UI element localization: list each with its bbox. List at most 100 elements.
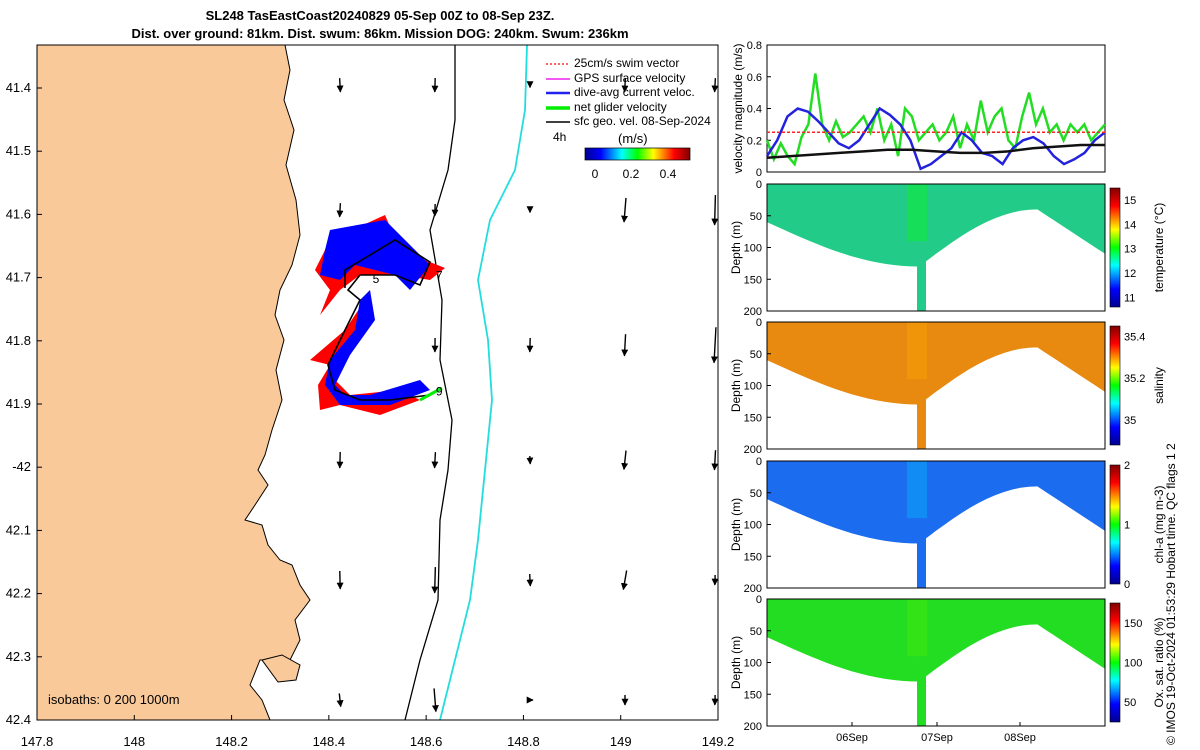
current-arrow bbox=[336, 78, 344, 93]
section-y-tick-label: 100 bbox=[744, 520, 762, 532]
section-colorbar-tick: 14 bbox=[1124, 219, 1136, 231]
section-y-tick-label: 100 bbox=[744, 658, 762, 670]
section-colorbar-tick: 12 bbox=[1124, 268, 1136, 280]
map-x-tick-label: 148.8 bbox=[507, 734, 540, 749]
current-arrow bbox=[526, 574, 534, 587]
velocity-series-line bbox=[765, 106, 1106, 171]
section-panel: 0 50 100 150 200 Depth (m) 50 100 150 Ox. sat. ra… bbox=[729, 594, 1166, 733]
map-y-tick-label: 41.7 bbox=[6, 270, 31, 285]
chart-title: SL248 TasEastCoast20240829 05-Sep 00Z to… bbox=[205, 8, 555, 23]
section-panel: 0 50 100 150 200 Depth (m) 35 35.2 35.4 salinity bbox=[729, 317, 1166, 456]
section-colorbar-tick: 50 bbox=[1124, 697, 1136, 709]
section-colorbar-label: salinity bbox=[1152, 367, 1166, 404]
colorbar-tick: 0.4 bbox=[660, 167, 677, 181]
waypoint-labels: 5 7 9 bbox=[373, 269, 443, 399]
section-colorbar-label: chl-a (mg m-3) bbox=[1152, 485, 1166, 563]
velocity-colorbar bbox=[584, 147, 691, 161]
legend-entry: 25cm/s swim vector bbox=[574, 56, 679, 70]
section-data-field bbox=[767, 322, 1105, 405]
section-colorbar-tick: 1 bbox=[1124, 520, 1130, 532]
current-arrow bbox=[621, 197, 629, 223]
legend-entry: net glider velocity bbox=[574, 100, 667, 114]
section-y-label: Depth (m) bbox=[729, 221, 743, 274]
section-y-tick-label: 50 bbox=[750, 349, 762, 361]
colorbar-tick: 0.2 bbox=[623, 167, 640, 181]
map-y-tick-label: -42 bbox=[12, 459, 31, 474]
section-colorbar-tick: 13 bbox=[1124, 244, 1136, 256]
map-panel bbox=[37, 45, 528, 720]
section-colorbar bbox=[1109, 464, 1121, 585]
current-arrow bbox=[711, 450, 719, 471]
section-surface-feature bbox=[907, 599, 927, 657]
section-y-tick-label: 50 bbox=[750, 488, 762, 500]
current-arrow bbox=[621, 450, 629, 471]
section-surface-feature bbox=[907, 322, 927, 380]
section-data-field bbox=[767, 184, 1105, 267]
map-y-tick-label: 41.6 bbox=[6, 206, 31, 221]
map-x-tick-label: 148.4 bbox=[313, 734, 346, 749]
isobath-200m bbox=[439, 45, 528, 720]
section-surface-feature bbox=[907, 461, 927, 519]
section-data-field bbox=[767, 599, 1105, 682]
map-y-tick-label: 42.3 bbox=[6, 649, 31, 664]
section-y-tick-label: 150 bbox=[744, 689, 762, 701]
current-arrow bbox=[431, 688, 439, 713]
map-y-tick-label: 42.1 bbox=[6, 522, 31, 537]
section-deep-profile bbox=[917, 247, 926, 311]
current-arrow bbox=[711, 78, 719, 93]
section-y-label: Depth (m) bbox=[729, 359, 743, 412]
current-arrow bbox=[431, 452, 439, 469]
velocity-y-label: velocity magnitude (m/s) bbox=[731, 43, 745, 173]
glider-track bbox=[310, 215, 445, 415]
section-colorbar-tick: 35 bbox=[1124, 415, 1136, 427]
waypoint-label: 7 bbox=[436, 269, 443, 283]
time-x-tick-label: 08Sep bbox=[1004, 732, 1036, 744]
current-arrow bbox=[336, 693, 344, 708]
section-y-tick-label: 200 bbox=[744, 444, 762, 456]
section-y-label: Depth (m) bbox=[729, 636, 743, 689]
map-x-tick-label: 148.6 bbox=[410, 734, 443, 749]
current-arrow bbox=[431, 567, 439, 594]
velocity-y-tick-label: 0.2 bbox=[747, 135, 762, 147]
net-glider-velocity-arrow bbox=[419, 386, 443, 402]
section-y-tick-label: 200 bbox=[744, 306, 762, 318]
colorbar-label: (m/s) bbox=[618, 131, 648, 146]
colorbar-tick: 0 bbox=[592, 167, 599, 181]
current-arrow bbox=[620, 570, 628, 591]
legend-entry: GPS surface velocity bbox=[574, 71, 685, 85]
map-x-tick-label: 149 bbox=[610, 734, 632, 749]
map-x-tick-label: 148 bbox=[123, 734, 145, 749]
velocity-y-tick-label: 0.4 bbox=[747, 104, 762, 116]
legend-entry: dive-avg current veloc. bbox=[574, 85, 695, 99]
waypoint-label: 5 bbox=[373, 272, 380, 286]
section-y-tick-label: 50 bbox=[750, 211, 762, 223]
map-x-tick-label: 147.8 bbox=[21, 734, 54, 749]
section-colorbar-label: temperature (°C) bbox=[1152, 203, 1166, 293]
map-y-tick-label: 42.2 bbox=[6, 586, 31, 601]
island-land bbox=[261, 654, 301, 683]
map-axes-frame bbox=[36, 44, 719, 721]
section-colorbar-tick: 15 bbox=[1124, 195, 1136, 207]
map-x-tick-label: 148.2 bbox=[215, 734, 248, 749]
section-colorbar-tick: 0 bbox=[1124, 579, 1130, 591]
section-colorbar-tick: 150 bbox=[1124, 618, 1142, 630]
time-x-tick-label: 07Sep bbox=[921, 732, 953, 744]
current-vector-band bbox=[325, 290, 430, 405]
section-deep-profile bbox=[917, 385, 926, 449]
section-y-tick-label: 150 bbox=[744, 551, 762, 563]
section-colorbar-tick: 100 bbox=[1124, 658, 1142, 670]
section-y-tick-label: 0 bbox=[756, 456, 762, 468]
section-y-tick-label: 0 bbox=[756, 179, 762, 191]
section-colorbar-tick: 35.4 bbox=[1124, 331, 1145, 343]
section-y-tick-label: 200 bbox=[744, 721, 762, 733]
current-arrows bbox=[336, 78, 719, 713]
swim-vector-band bbox=[310, 300, 420, 415]
map-x-tick-label: 149.2 bbox=[702, 734, 735, 749]
section-y-tick-label: 0 bbox=[756, 317, 762, 329]
velocity-series-line bbox=[766, 143, 1105, 159]
section-y-tick-label: 150 bbox=[744, 412, 762, 424]
current-arrow bbox=[621, 334, 629, 357]
